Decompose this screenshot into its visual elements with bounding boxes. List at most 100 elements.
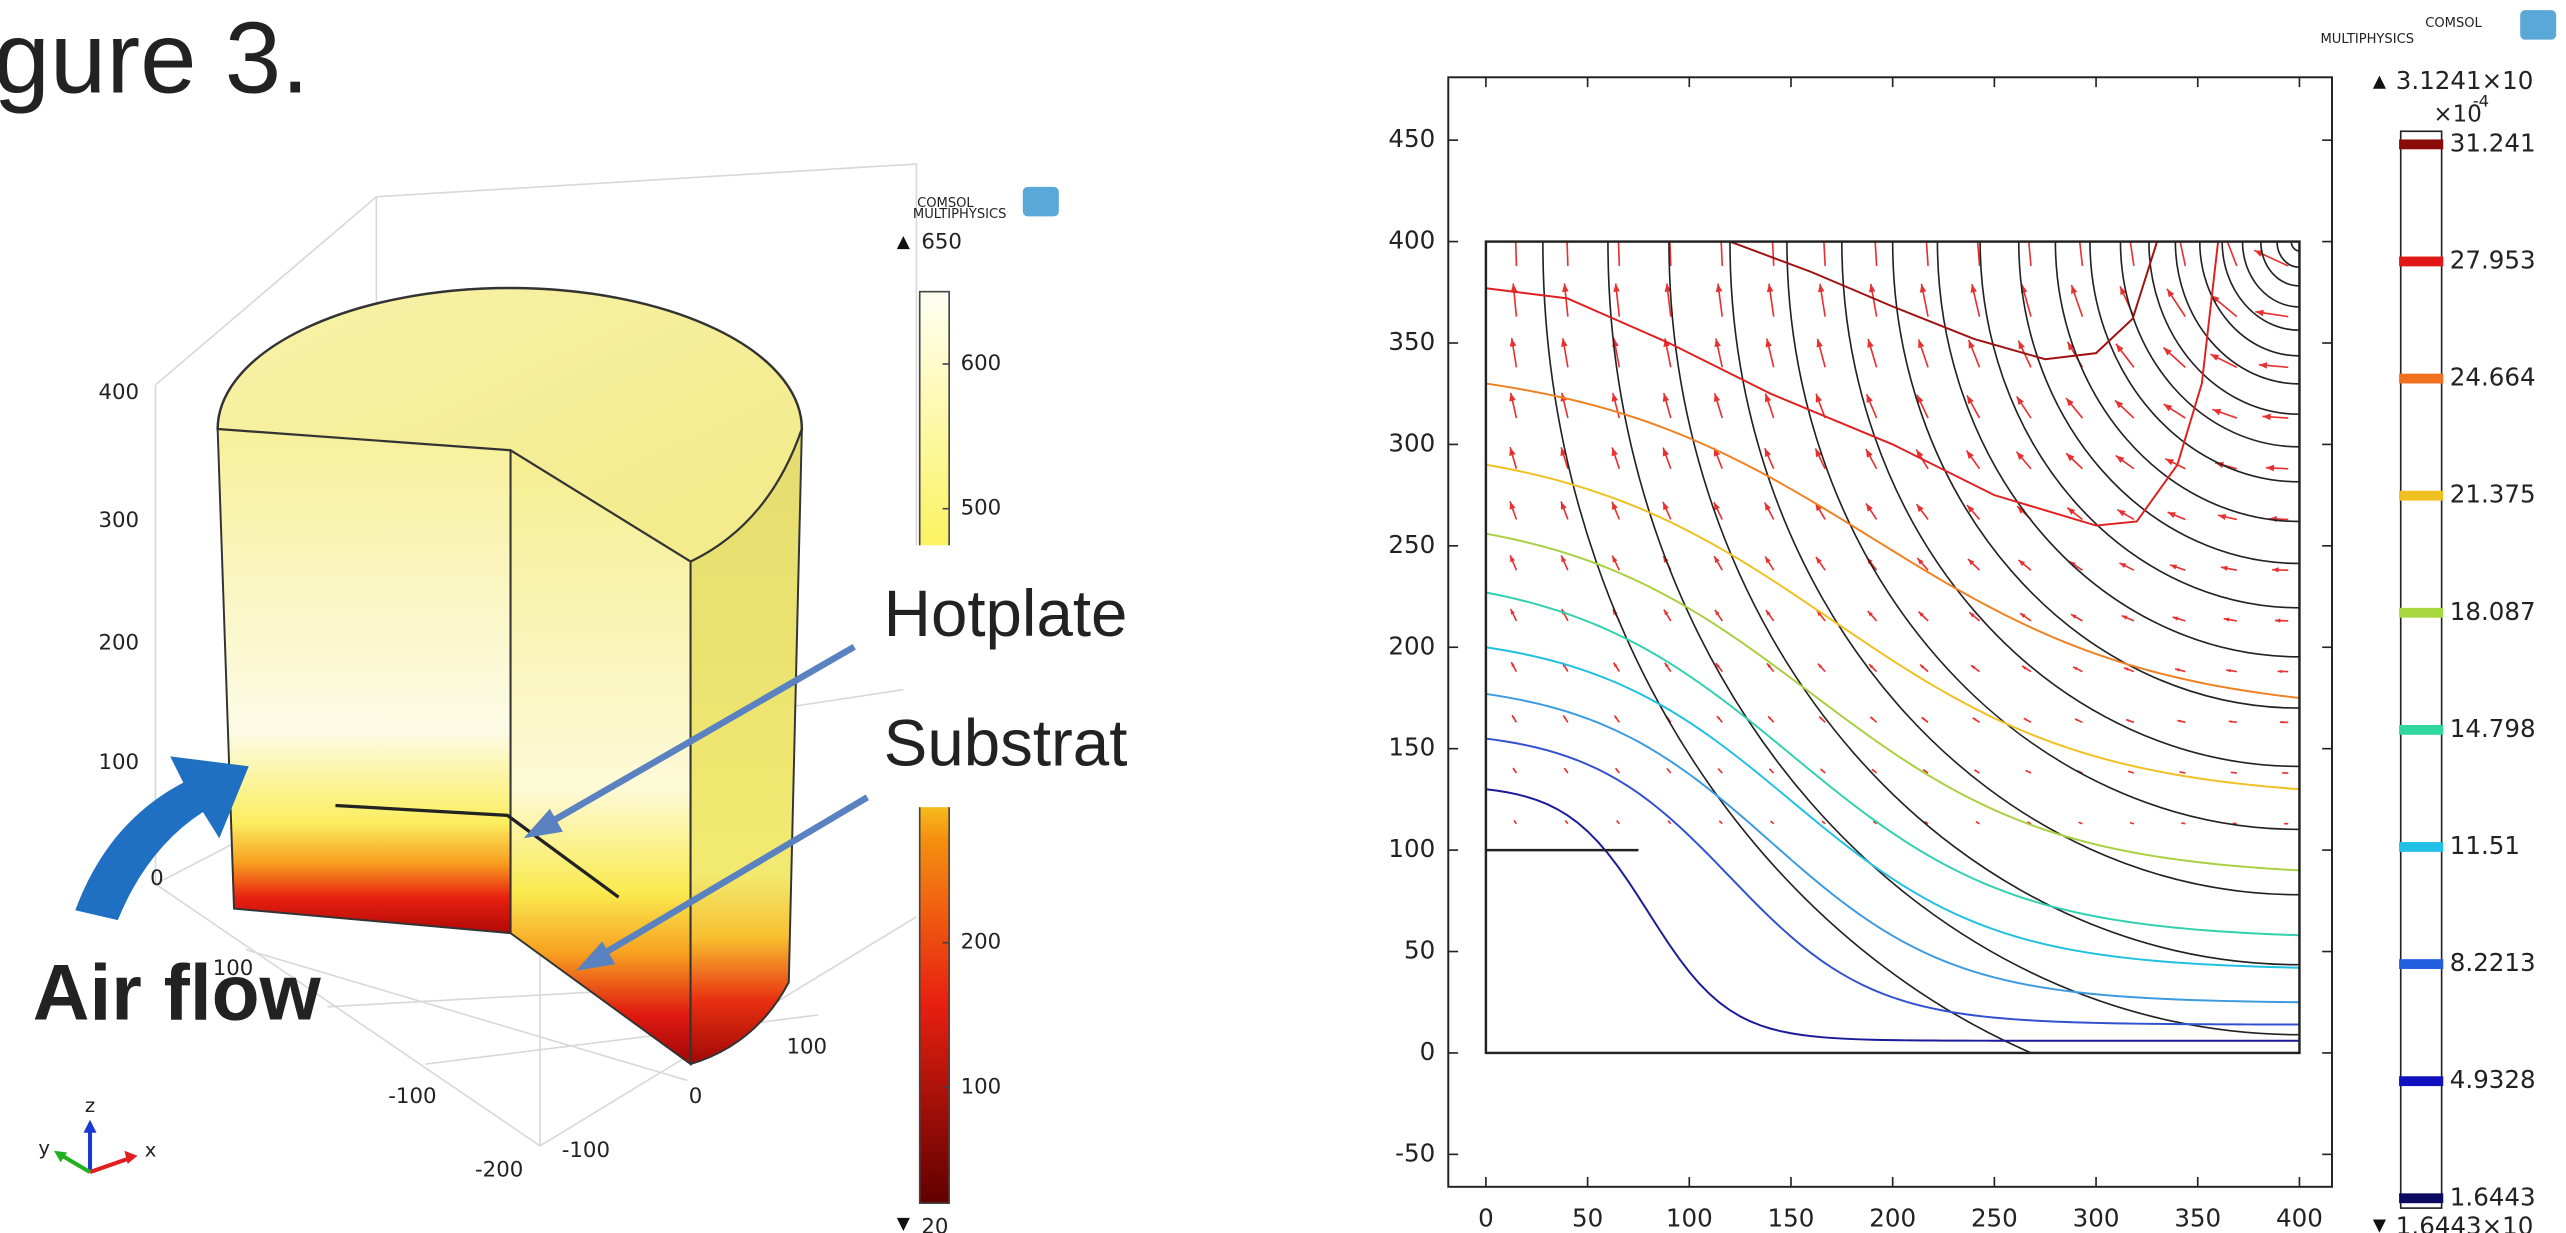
y-tick-label: 100 [213,956,254,981]
x-tick-label: 0 [689,1084,703,1109]
flow-arrow-head [2020,613,2026,619]
logo-icon [2520,10,2557,40]
logo: COMSOL [917,196,974,211]
flow-arrow-head [1816,338,1823,348]
logo: COMSOL [2425,16,2482,31]
flow-arrow-head [2066,453,2075,462]
flow-arrow-head [2117,509,2126,517]
flow-arrow-head [2262,413,2271,421]
flow-arrow-head [1565,820,1567,823]
flow-arrow-head [2018,340,2025,350]
flow-arrow-head [1715,663,1720,668]
flow-arrow-head [2074,718,2079,722]
flow-arrow-head [1718,768,1721,772]
flow-arrow-head [2220,565,2228,571]
contour [1485,241,2220,527]
flow-arrow-head [1716,715,1721,720]
y-tick-label: 450 [1388,124,1435,153]
flow-arrow-head [1612,501,1618,510]
flow-arrow-head [1513,820,1516,823]
flow-arrow-head [1867,611,1873,617]
flow-arrow-head [2115,343,2124,353]
flow-arrow [1771,241,1775,266]
contour [1485,463,2300,791]
contour [1485,692,2300,1004]
flow-arrow-head [1509,392,1516,402]
colorbar-scale: ×10 [2433,101,2481,127]
flow-arrow-head [1713,502,1720,511]
colorbar-tick [2399,959,2444,969]
flow-arrow-head [1970,665,1976,670]
flow-arrow-head [1866,394,1873,403]
flow-arrow-head [1966,450,1974,460]
x-tick-label: 0 [1478,1204,1494,1233]
flow-arrow-head [1563,715,1567,719]
hotplate-edge [335,803,620,899]
flow-arrow-head [1765,338,1772,348]
flow-arrow-head [2114,400,2124,409]
flow-arrow-head [1820,769,1824,772]
plot-area: 0 50 100 150 200 250 300 350 400 -50 0 50 100 150 200 2… [1388,77,2332,1233]
colorbar-tick-label: 600 [961,351,1002,376]
flow-arrow-head [2115,455,2125,464]
flow-arrow-head [2280,720,2284,724]
flow-arrow-head [2284,823,2286,825]
flow-arrow-head [2175,668,2180,672]
colorbar-min: 1.6443×10 [2396,1212,2534,1233]
flow-arrow [1823,241,1826,266]
flow-arrow-head [1815,556,1822,564]
flow-arrow-head [1713,393,1721,403]
flow-arrow-head [2272,567,2279,573]
flow-arrow-head [2023,718,2028,722]
contour [1485,591,2300,937]
flow-arrow [1976,241,1981,266]
flow-arrow-head [1867,339,1874,348]
colorbar-tick-label: 4.9328 [2450,1065,2536,1094]
flow-arrow-head [1764,393,1772,403]
z-axis-labels: 400 300 200 100 0 -100 0 100 -200 -100 1… [99,380,828,1182]
flow-arrow-head [2258,362,2268,369]
flow-arrow-head [1562,283,1569,292]
streamline [2276,241,2300,269]
colorbar-tick [2399,256,2444,267]
flow-arrow-head [1770,820,1773,823]
flow-arrow-head [1819,716,1823,720]
streamline [1786,241,2300,831]
z-tick-label: 0 [150,866,164,891]
flow-arrow-head [2121,615,2128,620]
min-marker [2372,1219,2386,1233]
flow-arrow-head [1667,820,1670,823]
colorbar-tick-label: 24.664 [2450,363,2536,392]
air-flow-arrow [75,756,249,921]
flow-arrow-head [1865,448,1873,458]
colorbar-scale-exp: -4 [2473,91,2489,110]
streamline [1891,241,2300,709]
flow-arrow-head [1866,503,1873,512]
flow-arrow-head [2223,617,2230,622]
flow-arrow-head [1765,556,1771,564]
substrate-label: Substrat [884,707,1128,780]
axis-letter: z [85,1094,95,1117]
z-tick-label: 400 [99,380,140,405]
streamline [2119,241,2300,448]
flow-arrow-head [2123,667,2129,671]
contour [1485,382,2300,699]
colorbar-tick-label: 500 [961,496,1002,521]
contour [1729,241,2159,361]
flow-arrow-head [1966,395,1974,405]
flow-arrow-head [1561,555,1567,563]
y-tick-label: 350 [1388,327,1435,356]
right-colorbar: COMSOL MULTIPHYSICS 3.1241×10 ×10 -4 1.6… [2321,10,2557,1233]
flow-arrow-head [1612,555,1618,563]
flow-arrow-head [1613,283,1620,292]
flow-arrow-head [2018,559,2026,567]
flow-arrow-head [1664,662,1669,668]
flow-arrow-head [2016,396,2024,406]
x-tick-label: 150 [1768,1204,1815,1233]
y-tick-label: -100 [562,1138,610,1163]
y-tick-label: 400 [1388,226,1435,255]
flow-arrow-head [1918,339,1925,349]
flow-arrow-head [2274,618,2281,623]
flow-arrow-head [2070,614,2077,619]
flow-arrow-head [1662,447,1669,457]
